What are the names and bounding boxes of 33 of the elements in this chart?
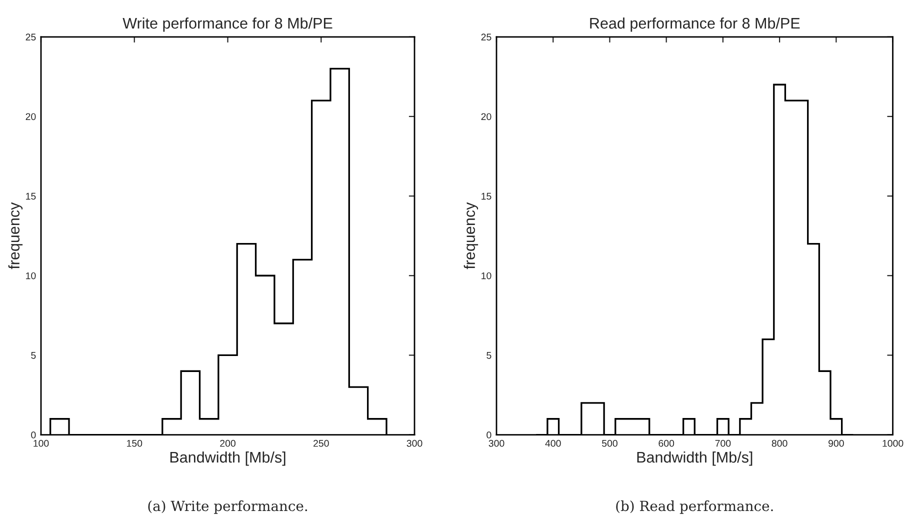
x-tick-label: 100 bbox=[34, 440, 49, 447]
y-tick-label: 25 bbox=[26, 34, 36, 41]
x-axis-title: Bandwidth [Mb/s] bbox=[637, 451, 752, 466]
y-axis-title: frequency bbox=[8, 202, 23, 270]
y-tick-label: 15 bbox=[482, 192, 492, 200]
chart-title: Write performance for 8 Mb/PE bbox=[122, 17, 332, 32]
y-tick-label: 20 bbox=[26, 113, 36, 120]
text: (a) Write performance. bbox=[148, 500, 308, 514]
x-tick-label: 250 bbox=[314, 440, 329, 447]
y-tick-label: 0 bbox=[31, 432, 36, 438]
chart-title: Read performance for 8 Mb/PE bbox=[590, 17, 800, 32]
y-tick-label: 5 bbox=[486, 352, 492, 359]
y-tick-label: 5 bbox=[31, 352, 36, 359]
y-tick-label: 15 bbox=[26, 192, 36, 200]
y-tick-label: 10 bbox=[26, 272, 36, 280]
y-tick-label: 0 bbox=[486, 432, 492, 438]
x-tick-label: 900 bbox=[828, 440, 844, 447]
x-tick-label: 300 bbox=[488, 440, 504, 447]
x-tick-label: 700 bbox=[715, 440, 731, 447]
x-tick-label: 200 bbox=[220, 440, 236, 447]
x-tick-label: 800 bbox=[772, 440, 788, 447]
x-tick-label: 600 bbox=[658, 440, 674, 447]
y-tick-label: 10 bbox=[482, 272, 492, 280]
y-tick-label: 25 bbox=[481, 34, 492, 41]
text: (b) Read performance. bbox=[616, 500, 773, 514]
y-axis-title: frequency bbox=[464, 202, 478, 270]
x-axis-title: Bandwidth [Mb/s] bbox=[170, 451, 286, 466]
x-tick-label: 400 bbox=[545, 440, 561, 447]
y-tick-label: 20 bbox=[481, 113, 492, 120]
x-tick-label: 1000 bbox=[882, 440, 904, 447]
x-tick-label: 500 bbox=[602, 440, 618, 447]
x-tick-label: 150 bbox=[127, 440, 142, 447]
x-tick-label: 300 bbox=[406, 440, 422, 447]
